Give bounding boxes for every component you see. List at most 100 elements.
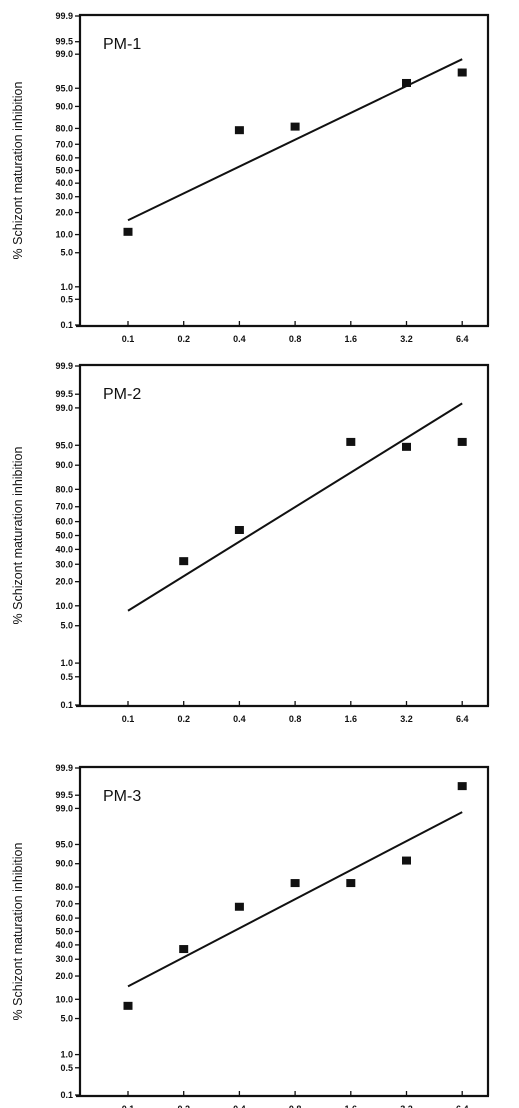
x-tick-label: 0.4 (233, 1104, 246, 1108)
chart-panel-3: 99.9 99.5 99.0 95.0 90.0 80.0 70.0 60.0 50.0 40.0… (11, 763, 490, 1108)
y-tick-label: 50.0 (55, 927, 73, 937)
y-tick-label: 20.0 (55, 577, 73, 587)
plot-frame (78, 765, 490, 1096)
data-point (402, 856, 411, 865)
data-point (402, 442, 411, 451)
x-tick-label: 3.2 (400, 714, 413, 724)
y-tick-label: 10.0 (55, 230, 73, 240)
x-tick-label: 6.4 (456, 714, 469, 724)
y-tick-label: 80.0 (55, 882, 73, 892)
y-tick-label: 80.0 (55, 484, 73, 494)
y-tick-label: 0.5 (60, 1063, 73, 1073)
y-tick-label: 99.9 (55, 11, 73, 21)
y-tick-label: 99.9 (55, 361, 73, 371)
chart-panel-1: 99.9 99.5 99.0 95.0 90.0 80.0 70.0 60.0 50.0 40.0… (11, 11, 490, 344)
y-tick-label: 20.0 (55, 971, 73, 981)
y-tick-label: 99.5 (55, 389, 73, 399)
x-tick-label: 0.4 (233, 334, 246, 344)
x-tick-label: 0.1 (122, 1104, 135, 1108)
chart-panel-2: 99.9 99.5 99.0 95.0 90.0 80.0 70.0 60.0 50.0 40.0… (11, 361, 490, 724)
data-point (290, 879, 300, 888)
y-tick-label: 1.0 (60, 658, 73, 668)
y-tick-label: 99.9 (55, 763, 73, 773)
y-tick-label: 10.0 (55, 601, 73, 611)
x-tick-label: 6.4 (456, 334, 469, 344)
data-point (123, 227, 133, 236)
y-tick-label: 95.0 (55, 440, 73, 450)
x-tick-label: 0.4 (233, 714, 246, 724)
x-tick-label: 0.2 (177, 714, 190, 724)
y-tick-label: 1.0 (60, 282, 73, 292)
y-tick-label: 5.0 (60, 621, 73, 631)
y-axis-label: % Schizont maturation inhibition (11, 843, 25, 1021)
y-tick-label: 1.0 (60, 1050, 73, 1060)
y-tick-label: 99.0 (55, 803, 73, 813)
y-tick-label: 70.0 (55, 899, 73, 909)
y-tick-label: 40.0 (55, 178, 73, 188)
y-tick-label: 40.0 (55, 544, 73, 554)
y-tick-label: 0.1 (60, 700, 73, 710)
x-tick-label: 6.4 (456, 1104, 469, 1108)
data-point (346, 437, 356, 446)
data-point (402, 78, 411, 87)
y-tick-label: 95.0 (55, 83, 73, 93)
y-tick-label: 0.1 (60, 320, 73, 330)
y-tick-label: 10.0 (55, 994, 73, 1004)
plot-frame (78, 13, 490, 326)
data-point (457, 782, 467, 791)
data-point (179, 557, 189, 566)
y-tick-label: 70.0 (55, 139, 73, 149)
y-tick-label: 95.0 (55, 839, 73, 849)
plot-frame (78, 363, 490, 706)
fit-line (127, 402, 463, 612)
y-tick-label: 0.1 (60, 1090, 73, 1100)
y-tick-label: 99.0 (55, 49, 73, 59)
y-tick-label: 50.0 (55, 166, 73, 176)
y-tick-label: 50.0 (55, 531, 73, 541)
y-tick-label: 90.0 (55, 101, 73, 111)
y-tick-label: 20.0 (55, 208, 73, 218)
y-tick-label: 30.0 (55, 192, 73, 202)
data-point (234, 902, 244, 911)
x-tick-label: 3.2 (400, 334, 413, 344)
x-tick-label: 0.1 (122, 334, 135, 344)
fit-line (127, 58, 463, 222)
x-tick-label: 0.8 (289, 1104, 302, 1108)
fit-line (127, 811, 463, 988)
y-tick-label: 60.0 (55, 153, 73, 163)
data-point (290, 122, 300, 131)
data-point (234, 525, 244, 534)
data-point (179, 945, 189, 954)
x-tick-label: 0.8 (289, 714, 302, 724)
y-tick-label: 40.0 (55, 940, 73, 950)
x-tick-label: 0.2 (177, 334, 190, 344)
y-tick-label: 30.0 (55, 559, 73, 569)
y-tick-label: 60.0 (55, 517, 73, 527)
y-tick-label: 0.5 (60, 672, 73, 682)
y-tick-label: 99.0 (55, 403, 73, 413)
panel-title: PM-3 (103, 788, 141, 805)
y-axis-label: % Schizont maturation inhibition (11, 82, 25, 260)
y-tick-label: 5.0 (60, 1014, 73, 1024)
y-tick-label: 60.0 (55, 913, 73, 923)
y-tick-label: 99.5 (55, 37, 73, 47)
panel-title: PM-2 (103, 386, 141, 403)
x-tick-label: 3.2 (400, 1104, 413, 1108)
x-tick-label: 0.8 (289, 334, 302, 344)
y-tick-label: 99.5 (55, 790, 73, 800)
y-axis-label: % Schizont maturation inhibition (11, 447, 25, 625)
y-tick-label: 90.0 (55, 859, 73, 869)
x-tick-label: 0.2 (177, 1104, 190, 1108)
x-tick-label: 1.6 (345, 1104, 358, 1108)
x-tick-label: 0.1 (122, 714, 135, 724)
y-tick-label: 30.0 (55, 954, 73, 964)
y-tick-label: 5.0 (60, 248, 73, 258)
x-tick-label: 1.6 (345, 714, 358, 724)
y-tick-label: 70.0 (55, 502, 73, 512)
y-tick-label: 0.5 (60, 294, 73, 304)
y-tick-label: 80.0 (55, 123, 73, 133)
data-point (457, 68, 467, 77)
panel-title: PM-1 (103, 36, 141, 53)
data-point (457, 437, 467, 446)
x-tick-label: 1.6 (345, 334, 358, 344)
